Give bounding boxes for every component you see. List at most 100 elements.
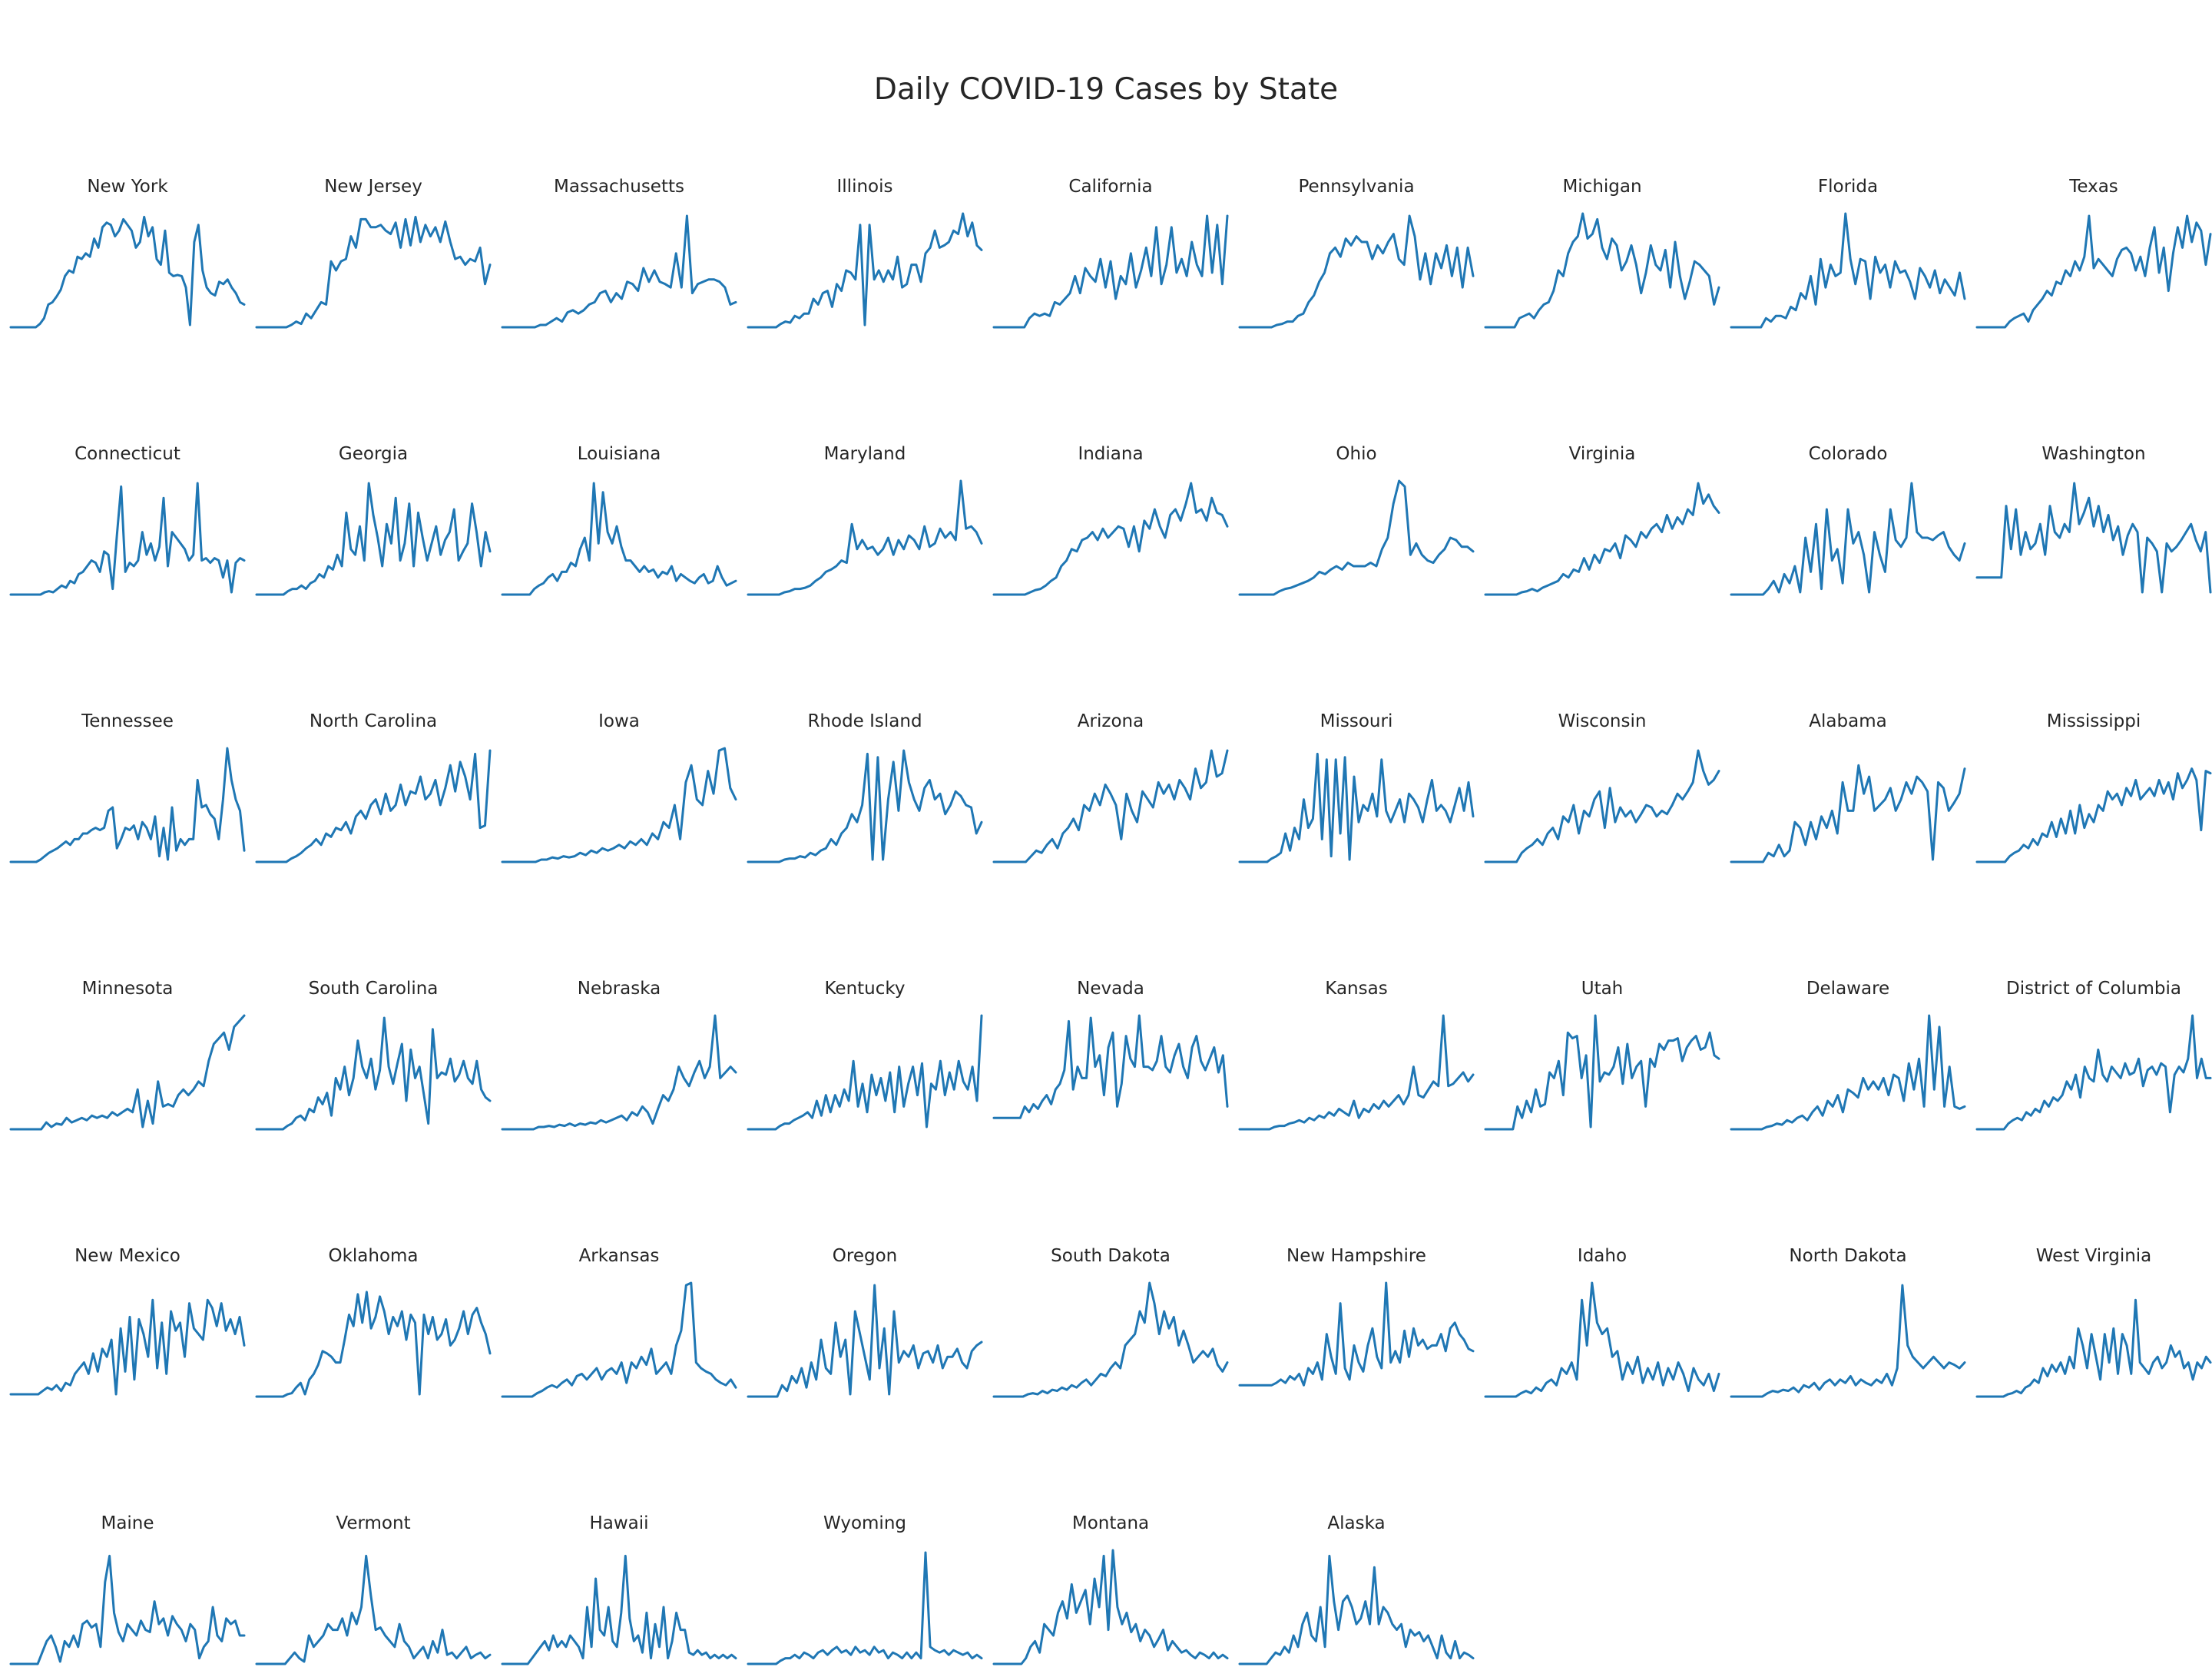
sparkline-plot — [1975, 214, 2212, 329]
sparkline-plot — [1730, 212, 1966, 329]
panel-mississippi: Mississippi — [1975, 711, 2212, 865]
sparkline-plot — [1238, 1014, 1475, 1131]
sparkline-plot — [255, 1291, 492, 1398]
panel-title: Vermont — [336, 1513, 411, 1533]
sparkline-plot — [1730, 482, 1966, 596]
sparkline-plot — [501, 747, 737, 863]
series-line — [992, 1014, 1229, 1119]
panel-vermont: Vermont — [255, 1513, 492, 1667]
sparkline-plot — [1484, 1014, 1720, 1131]
panel-kansas: Kansas — [1238, 979, 1475, 1132]
series-line — [1730, 1014, 1966, 1131]
series-line — [1484, 1281, 1720, 1398]
panel-new-hampshire: New Hampshire — [1238, 1246, 1475, 1400]
panel-title: District of Columbia — [2006, 979, 2181, 999]
series-line — [747, 212, 983, 329]
series-line — [747, 1284, 983, 1398]
panel-illinois: Illinois — [747, 177, 983, 330]
sparkline-plot — [501, 1014, 737, 1131]
panel-new-york: New York — [9, 177, 246, 330]
series-line — [992, 214, 1229, 329]
sparkline-plot — [501, 1554, 737, 1665]
panel-virginia: Virginia — [1484, 444, 1720, 598]
panel-title: Delaware — [1806, 979, 1890, 999]
sparkline-plot — [501, 1281, 737, 1398]
panel-title: Mississippi — [2046, 711, 2141, 731]
panel-tennessee: Tennessee — [9, 711, 246, 865]
panel-west-virginia: West Virginia — [1975, 1246, 2212, 1400]
panel-oklahoma: Oklahoma — [255, 1246, 492, 1400]
sparkline-plot — [9, 1554, 246, 1665]
panel-title: Massachusetts — [554, 177, 684, 197]
sparkline-plot — [1238, 479, 1475, 596]
sparkline-plot — [1238, 1554, 1475, 1665]
series-line — [1238, 479, 1475, 596]
panel-nevada: Nevada — [992, 979, 1229, 1132]
series-line — [9, 747, 246, 863]
panel-michigan: Michigan — [1484, 177, 1720, 330]
sparkline-plot — [1730, 764, 1966, 863]
panel-title: Michigan — [1562, 177, 1642, 197]
series-line — [255, 1291, 492, 1398]
panel-hawaii: Hawaii — [501, 1513, 737, 1667]
panel-california: California — [992, 177, 1229, 330]
sparkline-plot — [1484, 212, 1720, 329]
panel-nebraska: Nebraska — [501, 979, 737, 1132]
sparkline-plot — [747, 212, 983, 329]
sparkline-plot — [992, 749, 1229, 863]
panel-title: Iowa — [598, 711, 640, 731]
panel-title: Pennsylvania — [1298, 177, 1415, 197]
series-line — [1975, 1014, 2212, 1131]
series-line — [1238, 1281, 1475, 1387]
panel-north-carolina: North Carolina — [255, 711, 492, 865]
series-line — [747, 479, 983, 596]
panel-title: Oklahoma — [328, 1246, 419, 1266]
panel-indiana: Indiana — [992, 444, 1229, 598]
sparkline-plot — [255, 215, 492, 329]
panel-title: Connecticut — [75, 444, 180, 464]
series-line — [255, 1554, 492, 1665]
panel-title: Utah — [1581, 979, 1624, 999]
panel-washington: Washington — [1975, 444, 2212, 598]
panel-title: Maine — [101, 1513, 154, 1533]
panel-massachusetts: Massachusetts — [501, 177, 737, 330]
panel-title: Georgia — [338, 444, 409, 464]
panel-louisiana: Louisiana — [501, 444, 737, 598]
panel-wyoming: Wyoming — [747, 1513, 983, 1667]
panel-oregon: Oregon — [747, 1246, 983, 1400]
sparkline-plot — [9, 482, 246, 596]
panel-georgia: Georgia — [255, 444, 492, 598]
sparkline-plot — [1975, 767, 2212, 863]
series-line — [255, 215, 492, 329]
panel-title: Montana — [1071, 1513, 1150, 1533]
panel-minnesota: Minnesota — [9, 979, 246, 1132]
panel-ohio: Ohio — [1238, 444, 1475, 598]
panel-arizona: Arizona — [992, 711, 1229, 865]
sparkline-plot — [1238, 1281, 1475, 1387]
panel-title: North Dakota — [1789, 1246, 1907, 1266]
panel-title: New Hampshire — [1286, 1246, 1426, 1266]
panel-title: Nevada — [1077, 979, 1144, 999]
panel-title: Oregon — [832, 1246, 898, 1266]
series-line — [255, 749, 492, 863]
sparkline-plot — [9, 1014, 246, 1131]
panel-connecticut: Connecticut — [9, 444, 246, 598]
panel-florida: Florida — [1730, 177, 1966, 330]
panel-title: Texas — [2069, 177, 2118, 197]
series-line — [9, 482, 246, 596]
panel-title: Minnesota — [81, 979, 174, 999]
sparkline-plot — [1975, 482, 2212, 594]
sparkline-plot — [992, 214, 1229, 329]
sparkline-plot — [501, 214, 737, 329]
series-line — [1730, 212, 1966, 329]
panel-title: Colorado — [1808, 444, 1888, 464]
panel-title: Louisiana — [577, 444, 661, 464]
panel-maine: Maine — [9, 1513, 246, 1667]
panel-new-jersey: New Jersey — [255, 177, 492, 330]
panel-iowa: Iowa — [501, 711, 737, 865]
series-line — [992, 749, 1229, 863]
series-line — [1730, 764, 1966, 863]
panel-montana: Montana — [992, 1513, 1229, 1667]
panel-title: New York — [87, 177, 168, 197]
series-line — [747, 1014, 983, 1131]
